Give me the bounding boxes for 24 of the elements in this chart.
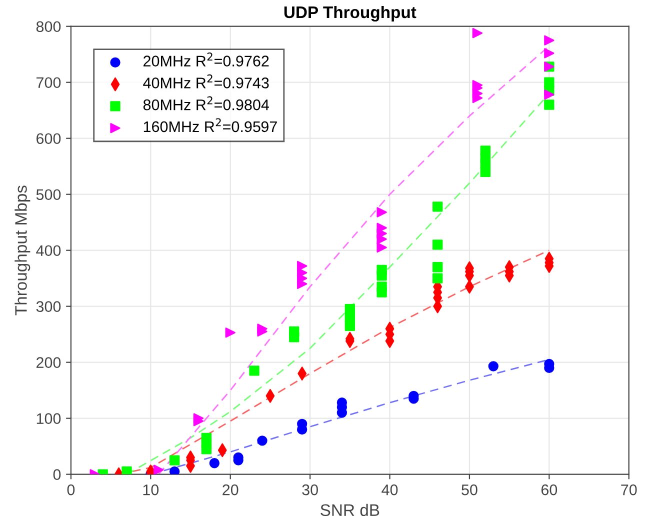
legend-label: 20MHz R$^{2}$=0.9762 [144,52,269,66]
y-tick-label: 0 [53,469,61,480]
x-axis-title: SNR dB [320,504,380,516]
legend-label: 160MHz R$^{2}$=0.9597 [144,118,277,132]
y-tick-label: 600 [36,133,61,144]
x-tick-label: 20 [222,484,238,496]
y-tick-label: 100 [36,413,61,424]
legend-label: 80MHz R$^{2}$=0.9804 [143,96,269,110]
x-tick-label: 30 [302,484,318,496]
y-tick-label: 400 [36,245,61,256]
x-tick-label: 50 [462,484,478,496]
y-tick-label: 800 [36,21,61,32]
legend-label: 40MHz R$^{2}$=0.9743 [143,74,269,88]
y-tick-label: 200 [36,357,61,368]
x-tick-label: 10 [143,484,159,496]
x-tick-label: 40 [382,484,398,496]
y-tick-label: 700 [36,77,61,88]
y-tick-label: 500 [36,189,61,200]
x-tick-label: 0 [67,484,75,496]
x-tick-label: 60 [541,484,558,496]
y-tick-label: 300 [36,301,61,312]
chart-title: UDP Throughput [284,6,416,22]
x-tick-label: 70 [621,484,637,496]
y-axis-title: Throughput Mbps [14,186,30,316]
